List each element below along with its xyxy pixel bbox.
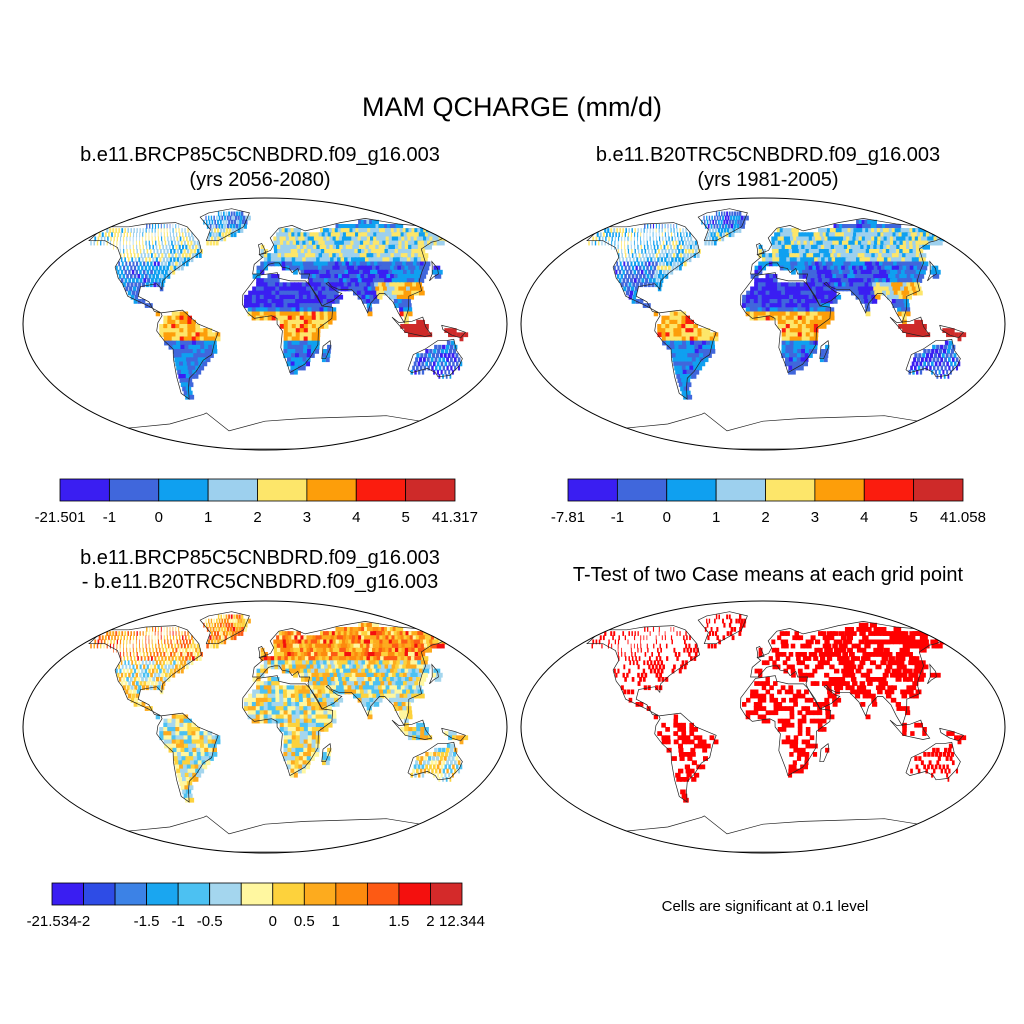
difference-colorbar-label-1: -2 [77, 913, 90, 930]
difference-colorbar-label-0: -21.534 [27, 913, 78, 930]
future-colorbar-label-3: 1 [204, 509, 212, 526]
future-colorbar-box-6 [355, 478, 407, 502]
historical-colorbar-box-4 [765, 478, 816, 502]
difference-colorbar-box-6 [240, 882, 274, 906]
historical-colorbar-box-3 [715, 478, 766, 502]
difference-colorbar-box-12 [430, 882, 463, 906]
difference-colorbar-label-7: 1 [332, 913, 340, 930]
panel-title-ttest: T-Test of two Case means at each grid po… [572, 564, 964, 586]
difference-colorbar-box-10 [366, 882, 400, 906]
difference-colorbar-box-8 [303, 882, 337, 906]
future-colorbar-box-5 [306, 478, 357, 502]
difference-colorbar-label-3: -1 [171, 913, 184, 930]
panel-subtitle-difference: - b.e11.B20TRC5CNBDRD.f09_g16.003 [81, 571, 439, 593]
future-colorbar-box-7 [405, 478, 456, 502]
future-colorbar-label-8: 41.317 [432, 509, 478, 526]
difference-colorbar-box-11 [398, 882, 431, 906]
panel-subtitle-future: (yrs 2056-2080) [189, 169, 331, 191]
map-historical-cells [588, 211, 967, 400]
historical-colorbar-label-4: 2 [761, 509, 769, 526]
figure-title: MAM QCHARGE (mm/d) [362, 92, 662, 122]
historical-colorbar-label-3: 1 [712, 509, 720, 526]
historical-colorbar-label-2: 0 [663, 509, 671, 526]
difference-colorbar-box-0 [51, 882, 84, 906]
historical-colorbar-label-7: 5 [909, 509, 917, 526]
future-colorbar-box-4 [257, 478, 308, 502]
difference-colorbar-label-8: 1.5 [388, 913, 409, 930]
future-colorbar-label-2: 0 [155, 509, 163, 526]
historical-colorbar-label-6: 4 [860, 509, 868, 526]
future-colorbar-label-6: 4 [352, 509, 360, 526]
historical-colorbar-box-2 [666, 478, 717, 502]
historical-colorbar-box-0 [567, 478, 618, 502]
historical-colorbar-label-8: 41.058 [940, 509, 986, 526]
difference-colorbar-box-3 [146, 882, 179, 906]
map-historical-boundary [520, 197, 1006, 451]
future-colorbar-box-0 [59, 478, 110, 502]
map-difference [22, 600, 508, 854]
future-colorbar-label-5: 3 [303, 509, 311, 526]
difference-colorbar-label-4: -0.5 [197, 913, 223, 930]
colorbar-historical: -7.81 -1 0 1 2 3 4 5 41.058 [551, 478, 986, 526]
panel-title-future: b.e11.BRCP85C5CNBDRD.f09_g16.003 [80, 144, 440, 166]
panel-subtitle-historical: (yrs 1981-2005) [697, 169, 839, 191]
future-colorbar-label-0: -21.501 [35, 509, 86, 526]
panel-title-historical: b.e11.B20TRC5CNBDRD.f09_g16.003 [595, 144, 941, 166]
map-future-boundary [22, 197, 508, 451]
panel-title-difference: b.e11.BRCP85C5CNBDRD.f09_g16.003 [80, 547, 440, 569]
difference-colorbar-box-7 [272, 882, 305, 906]
difference-colorbar-label-5: 0 [269, 913, 277, 930]
difference-colorbar-box-4 [177, 882, 211, 906]
historical-colorbar-label-0: -7.81 [551, 509, 585, 526]
future-colorbar-label-1: -1 [103, 509, 116, 526]
map-ttest-cells [591, 614, 967, 803]
difference-colorbar-box-5 [209, 882, 242, 906]
historical-colorbar-box-5 [814, 478, 865, 502]
significance-note: Cells are significant at 0.1 level [661, 898, 869, 915]
map-ttest-boundary [520, 600, 1006, 854]
future-colorbar-box-1 [108, 478, 160, 502]
difference-colorbar-box-1 [83, 882, 116, 906]
map-future [22, 197, 508, 451]
colorbar-future: -21.501 -1 0 1 2 3 4 5 41.317 [35, 478, 478, 526]
future-colorbar-box-3 [207, 478, 258, 502]
difference-colorbar-label-6: 0.5 [294, 913, 315, 930]
future-colorbar-label-4: 2 [253, 509, 261, 526]
difference-colorbar-label-10: 12.344 [439, 913, 485, 930]
map-ttest [520, 600, 1006, 854]
historical-colorbar-label-5: 3 [811, 509, 819, 526]
historical-colorbar-box-6 [863, 478, 915, 502]
difference-colorbar-label-9: 2 [426, 913, 434, 930]
future-colorbar-box-2 [158, 478, 209, 502]
difference-colorbar-box-9 [335, 882, 368, 906]
historical-colorbar-box-1 [616, 478, 668, 502]
difference-colorbar-box-2 [114, 882, 148, 906]
map-historical [520, 197, 1006, 451]
future-colorbar-label-7: 5 [401, 509, 409, 526]
historical-colorbar-box-7 [913, 478, 964, 502]
colorbar-difference: -21.534 -2 -1.5 -1 -0.5 0 0.5 1 1.5 2 12.344 [27, 882, 485, 930]
map-difference-cells [90, 614, 469, 803]
difference-colorbar-label-2: -1.5 [134, 913, 160, 930]
historical-colorbar-label-1: -1 [611, 509, 624, 526]
map-difference-boundary [22, 600, 508, 854]
